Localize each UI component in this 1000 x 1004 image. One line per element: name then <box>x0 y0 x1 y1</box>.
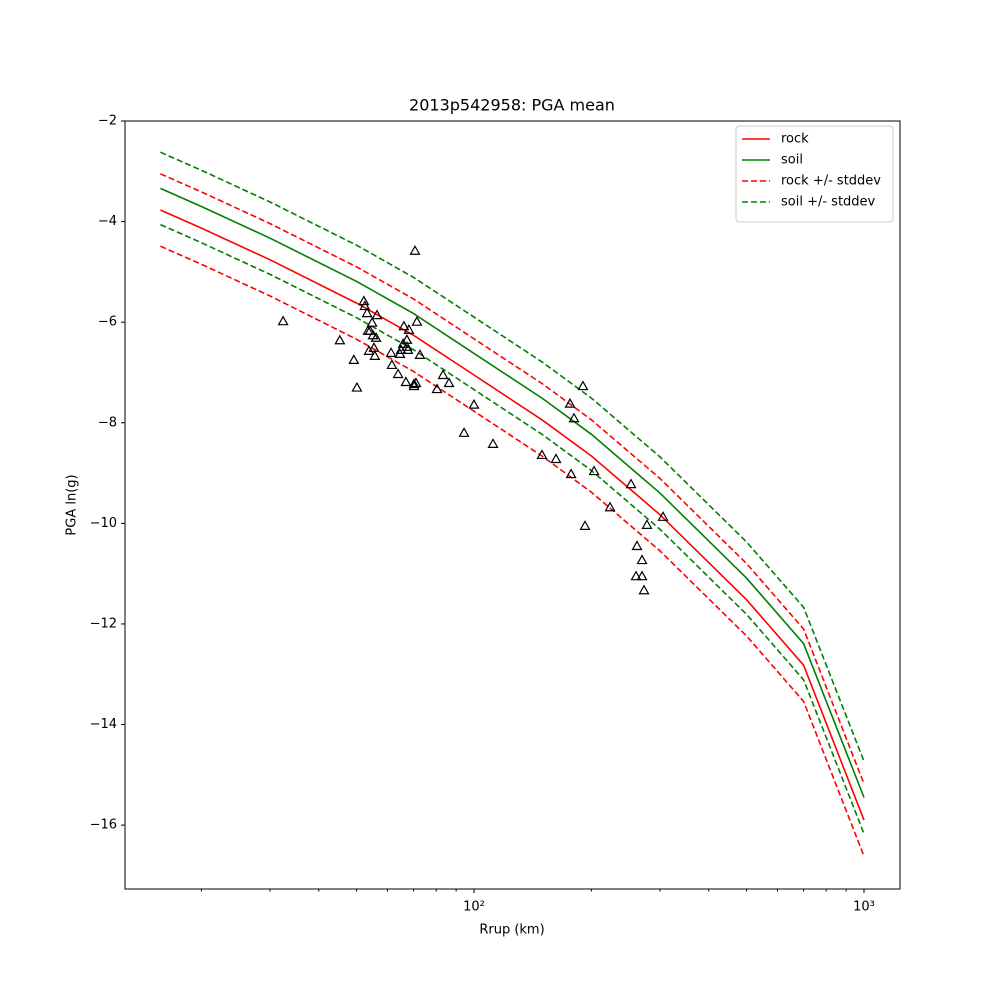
observation-marker <box>364 325 376 335</box>
observation-marker <box>631 540 643 551</box>
observation-marker <box>437 369 449 380</box>
observation-marker <box>348 354 360 364</box>
observation-marker <box>630 570 642 581</box>
observation-marker <box>366 316 378 327</box>
observation-marker <box>361 307 373 318</box>
observation-marker <box>368 342 380 352</box>
x-tick-label: 10² <box>463 900 485 915</box>
observation-marker <box>487 438 499 448</box>
observation-marker <box>369 350 381 360</box>
observation-marker <box>638 584 650 595</box>
observation-marker <box>359 300 371 311</box>
legend-box <box>735 125 894 223</box>
observation-marker <box>431 383 443 394</box>
series-line <box>160 245 865 857</box>
legend-label: soil +/- stddev <box>781 195 876 210</box>
observation-marker <box>411 315 423 326</box>
chart-title: 2013p542958: PGA mean <box>409 96 615 115</box>
y-tick-label: −12 <box>90 616 117 631</box>
y-tick-label: −6 <box>98 315 117 330</box>
observation-marker <box>565 468 577 479</box>
observation-marker <box>636 554 648 565</box>
observation-marker <box>408 378 420 389</box>
observation-marker <box>536 449 548 460</box>
observation-marker <box>550 453 562 464</box>
observation-marker <box>398 320 410 331</box>
observation-marker <box>579 520 591 530</box>
observation-marker <box>401 341 413 351</box>
observation-marker <box>414 349 426 359</box>
y-tick-label: −4 <box>98 214 117 229</box>
observation-marker <box>577 380 589 391</box>
observation-marker <box>363 345 375 355</box>
series-line <box>160 209 865 821</box>
y-tick-label: −14 <box>90 717 117 732</box>
observation-marker <box>370 332 382 342</box>
observation-marker <box>468 398 480 409</box>
y-axis-label: PGA ln(g) <box>65 474 80 535</box>
observation-marker <box>403 323 415 334</box>
observation-marker <box>409 245 421 255</box>
observation-marker <box>636 570 648 581</box>
legend-label: soil <box>781 153 803 168</box>
observation-marker <box>358 295 370 306</box>
x-axis-label: Rrup (km) <box>479 923 544 938</box>
legend-label: rock +/- stddev <box>781 174 881 189</box>
observation-marker <box>385 347 397 357</box>
observation-marker <box>443 377 455 388</box>
observation-marker <box>402 344 414 354</box>
x-tick-label: 10³ <box>853 900 875 915</box>
series-line <box>160 173 865 785</box>
observation-marker <box>657 511 669 521</box>
axes-frame <box>124 120 901 890</box>
observation-marker <box>641 519 653 529</box>
legend-label: rock <box>781 132 809 147</box>
observation-marker <box>625 478 637 489</box>
series-line <box>160 151 865 762</box>
y-tick-label: −8 <box>98 415 117 430</box>
observation-marker <box>410 377 422 388</box>
observation-marker <box>400 376 412 387</box>
observation-marker <box>588 465 600 476</box>
observation-marker <box>334 334 346 345</box>
observation-marker <box>604 501 616 512</box>
observation-marker <box>386 359 398 370</box>
series-line <box>160 223 865 834</box>
observation-marker <box>564 397 576 408</box>
y-tick-label: −10 <box>90 516 117 531</box>
series-line <box>160 187 865 798</box>
observation-marker <box>371 309 383 320</box>
y-tick-label: −16 <box>90 818 117 833</box>
y-tick-label: −2 <box>98 114 117 129</box>
observation-marker <box>351 381 363 392</box>
observation-marker <box>392 368 404 379</box>
observation-marker <box>277 315 289 326</box>
observation-marker <box>458 427 470 437</box>
observation-marker <box>568 412 580 423</box>
